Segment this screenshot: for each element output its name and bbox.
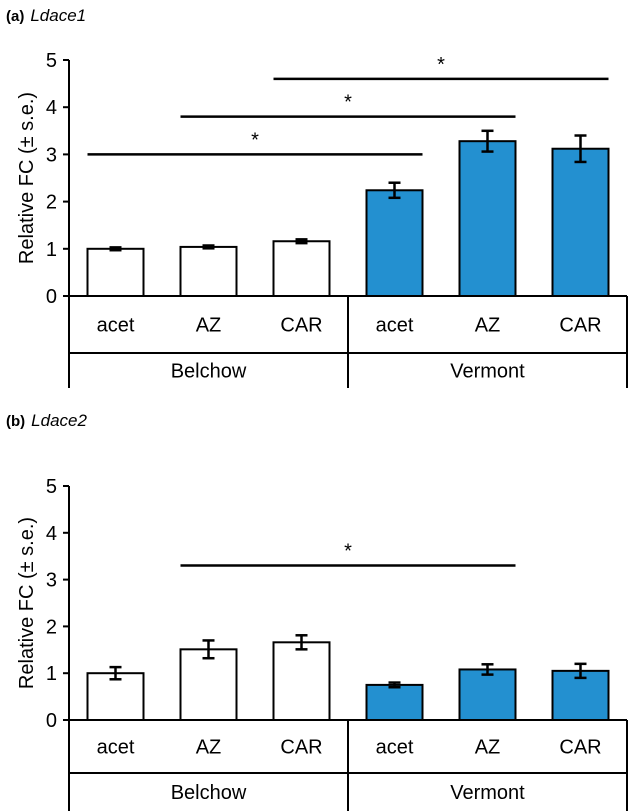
significance-star: * bbox=[437, 54, 445, 76]
x-category-label: acet bbox=[97, 315, 135, 337]
chart-a: 0 1 2 3 4 5 Relative FC (± s.e.) acet AZ CAR acet A… bbox=[16, 50, 628, 388]
y-tick-label: 1 bbox=[46, 239, 57, 261]
x-category-label: CAR bbox=[280, 737, 322, 759]
y-tick-label: 2 bbox=[46, 616, 57, 638]
x-category-label: AZ bbox=[475, 737, 501, 759]
significance-star: * bbox=[251, 129, 259, 151]
bar bbox=[272, 641, 331, 721]
significance-star: * bbox=[344, 92, 352, 114]
y-tick-label: 5 bbox=[46, 50, 57, 72]
x-group-label: Belchow bbox=[171, 361, 247, 383]
y-tick-label: 4 bbox=[46, 523, 57, 545]
x-category-label: AZ bbox=[475, 315, 501, 337]
panel-b: (b) Ldace2 0 1 2 3 4 5 Relative FC (± s.e.) acet… bbox=[0, 405, 641, 811]
y-tick-label: 1 bbox=[46, 663, 57, 685]
x-category-label: CAR bbox=[280, 315, 322, 337]
y-tick-label: 2 bbox=[46, 192, 57, 214]
panel-b-letter: (b) bbox=[6, 413, 26, 430]
x-category-label: AZ bbox=[196, 737, 222, 759]
panel-a: (a) Ldace1 0 1 2 3 4 5 Relative FC (± s.e.) acet… bbox=[0, 0, 641, 390]
bar bbox=[551, 147, 610, 297]
x-category-label: acet bbox=[376, 315, 414, 337]
significance-star: * bbox=[344, 541, 352, 563]
panel-a-title: (a) Ldace1 bbox=[6, 6, 86, 26]
y-tick-label: 3 bbox=[46, 570, 57, 592]
x-group-label: Vermont bbox=[450, 782, 525, 804]
x-category-label: CAR bbox=[559, 737, 601, 759]
x-category-label: AZ bbox=[196, 315, 222, 337]
panel-b-gene: Ldace2 bbox=[31, 411, 87, 430]
panel-a-gene: Ldace1 bbox=[30, 6, 87, 25]
y-tick-label: 5 bbox=[46, 476, 57, 498]
y-tick-label: 4 bbox=[46, 97, 57, 119]
x-category-label: acet bbox=[97, 737, 135, 759]
bar bbox=[179, 648, 238, 721]
bar bbox=[179, 245, 238, 298]
bar bbox=[458, 140, 517, 297]
bar bbox=[86, 247, 145, 298]
x-category-label: acet bbox=[376, 737, 414, 759]
y-axis-label: Relative FC (± s.e.) bbox=[16, 92, 38, 264]
bar bbox=[365, 683, 424, 721]
x-category-label: CAR bbox=[559, 315, 601, 337]
x-group-label: Vermont bbox=[450, 361, 525, 383]
chart-b: 0 1 2 3 4 5 Relative FC (± s.e.) acet AZ CAR acet A… bbox=[16, 476, 628, 811]
y-axis-label: Relative FC (± s.e.) bbox=[16, 517, 38, 689]
y-tick-label: 0 bbox=[46, 710, 57, 732]
y-tick-label: 0 bbox=[46, 286, 57, 308]
bar bbox=[272, 240, 331, 297]
bar bbox=[365, 189, 424, 297]
x-group-label: Belchow bbox=[171, 782, 247, 804]
panel-b-title: (b) Ldace2 bbox=[6, 411, 87, 431]
bar bbox=[458, 668, 517, 721]
y-tick-label: 3 bbox=[46, 144, 57, 166]
panel-a-letter: (a) bbox=[6, 8, 25, 25]
